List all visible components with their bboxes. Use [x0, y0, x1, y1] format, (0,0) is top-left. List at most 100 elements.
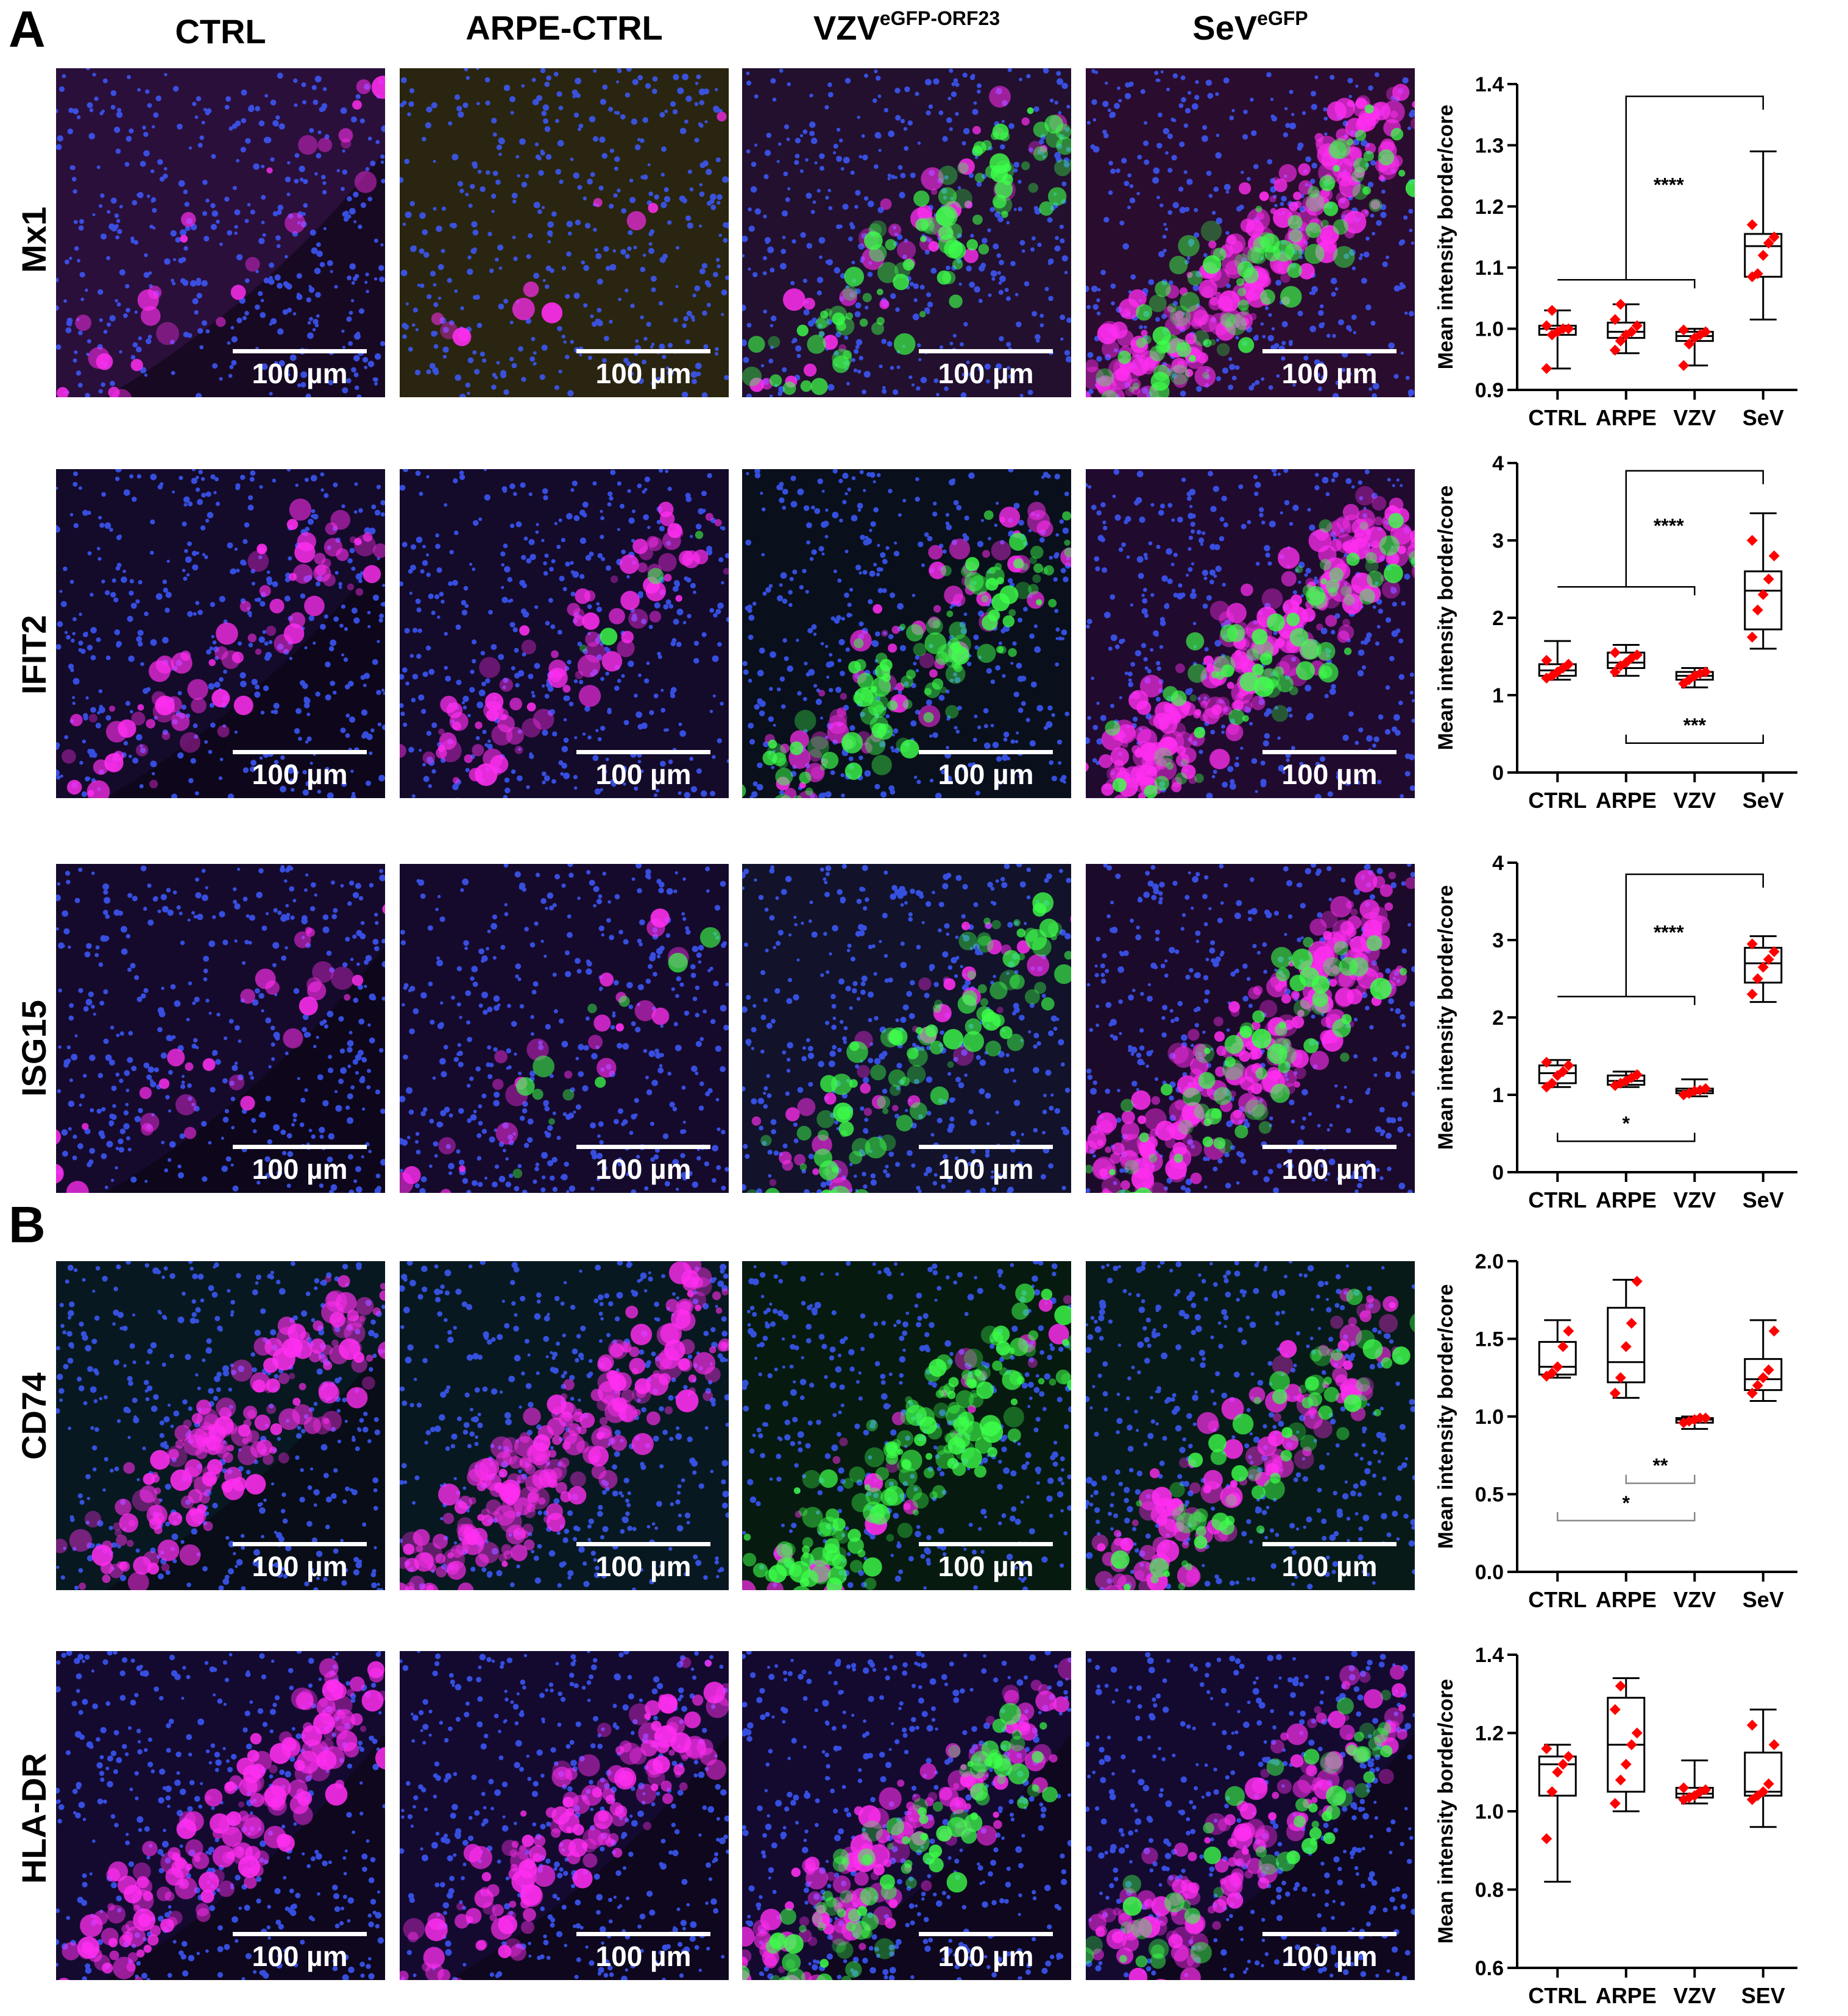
bracket-line [1557, 996, 1696, 1005]
scale-bar-line [576, 349, 710, 353]
significance-label: **** [1654, 921, 1684, 943]
data-point [1763, 1364, 1774, 1376]
x-tick-label: SeV [1743, 788, 1784, 813]
data-point [1683, 674, 1695, 685]
data-point [1768, 232, 1780, 242]
x-tick-label: VZV [1673, 1587, 1716, 1612]
scale-bar: 100 µm [1262, 1932, 1397, 1970]
y-tick-label: 0.5 [1475, 1484, 1504, 1507]
box-arpe [1607, 299, 1646, 356]
x-tick-label: ARPE [1596, 405, 1657, 426]
scale-bar: 100 µm [233, 1542, 367, 1580]
scale-bar-line [1262, 1145, 1397, 1149]
data-point [1683, 338, 1695, 350]
data-point [1683, 1792, 1695, 1803]
data-point [1700, 1083, 1712, 1094]
micrograph-cd74-ctrl: 100 µm [56, 1261, 385, 1590]
scale-bar-label: 100 µm [938, 1551, 1034, 1582]
scale-bar: 100 µm [919, 1145, 1053, 1183]
scale-bar: 100 µm [233, 750, 367, 788]
y-axis-label: Mean intensity border/core [1434, 1679, 1457, 1944]
data-point [1563, 1059, 1574, 1071]
row-label-cd74: CD74 [15, 1372, 53, 1460]
data-point [1615, 299, 1626, 310]
scale-bar: 100 µm [919, 750, 1053, 788]
box-vzv [1675, 1759, 1714, 1805]
scale-bar: 100 µm [576, 349, 710, 387]
micrograph-isg15-vzv: 100 µm [742, 864, 1071, 1193]
boxplot-svg: Mean intensity border/core 0.0 0.5 1.0 1.5 2.… [1434, 1250, 1797, 1612]
y-tick-label: 1.3 [1475, 134, 1504, 157]
scale-bar-line [919, 349, 1053, 353]
box-vzv [1675, 1412, 1714, 1430]
significance-label: ** [1653, 1455, 1668, 1477]
micrograph-cd74-arpe: 100 µm [400, 1261, 729, 1590]
data-point [1678, 359, 1690, 371]
box-arpe [1607, 1276, 1646, 1399]
scale-bar-line [576, 1145, 710, 1149]
data-point [1552, 1361, 1563, 1373]
scale-bar-line [233, 1932, 367, 1936]
data-point [1541, 1833, 1552, 1844]
data-point [1763, 953, 1774, 965]
significance-label: *** [1683, 715, 1707, 737]
significance-bracket: ** [1625, 1455, 1696, 1484]
data-point [1752, 973, 1763, 985]
data-point [1678, 1782, 1690, 1794]
data-point [1615, 1774, 1626, 1786]
x-tick-label: VZV [1673, 1187, 1716, 1212]
scale-bar: 100 µm [576, 1145, 710, 1183]
micrograph-cd74-vzv: 100 µm [742, 1261, 1071, 1590]
micrograph-ifit2-sev: 100 µm [1086, 469, 1415, 798]
y-tick-label: 2.0 [1475, 1250, 1504, 1273]
data-point [1626, 326, 1637, 338]
data-point [1626, 1318, 1637, 1329]
data-point [1546, 1077, 1558, 1089]
boxplot-svg: Mean intensity border/core 0.9 1.0 1.1 1.2 1.… [1434, 73, 1797, 430]
data-point [1763, 1778, 1774, 1790]
scale-bar-label: 100 µm [595, 1940, 692, 1972]
box-ctrl [1538, 1056, 1577, 1093]
y-tick-label: 0 [1492, 762, 1504, 785]
scale-bar-line [1262, 349, 1397, 353]
y-tick-label: 2 [1492, 1006, 1504, 1030]
data-point [1700, 1412, 1712, 1424]
boxplot-hla-dr: Mean intensity border/core 0.6 0.8 1.0 1.2 1.… [1432, 1644, 1822, 2011]
column-header-vzv-superscript: eGFP-ORF23 [879, 7, 1000, 29]
y-tick-label: 0.8 [1475, 1879, 1504, 1902]
data-point [1757, 589, 1769, 600]
bracket-line [1625, 734, 1764, 744]
data-point [1746, 938, 1758, 950]
data-point [1768, 946, 1780, 958]
scale-bar-label: 100 µm [1281, 1153, 1378, 1185]
significance-bracket: **** [1557, 873, 1764, 1005]
scale-bar-label: 100 µm [252, 1551, 348, 1582]
x-tick-label: VZV [1673, 788, 1716, 813]
micrograph-isg15-ctrl: 100 µm [56, 864, 385, 1193]
x-tick-label: SeV [1743, 1187, 1784, 1212]
x-tick-label: VZV [1673, 405, 1716, 426]
data-point [1563, 659, 1574, 670]
box-iqr [1744, 570, 1783, 631]
x-tick-label: SEV [1741, 1983, 1785, 2008]
scale-bar: 100 µm [233, 1145, 367, 1183]
significance-label: * [1623, 1112, 1630, 1134]
boxplot-ifit2: Mean intensity border/core 0 1 2 3 4 CTRL ARPE V… [1432, 452, 1822, 827]
y-tick-label: 0.9 [1475, 379, 1504, 402]
data-point [1557, 1758, 1569, 1770]
x-tick-label: ARPE [1596, 1187, 1657, 1212]
micrograph-hla-dr-ctrl: 100 µm [56, 1651, 385, 1980]
scale-bar-line [919, 1145, 1053, 1149]
x-tick-label: CTRL [1528, 1187, 1587, 1212]
y-tick-label: 1.5 [1475, 1328, 1504, 1351]
data-point [1563, 1325, 1574, 1337]
bracket-line [1625, 470, 1764, 587]
box-sev [1744, 935, 1783, 1003]
y-tick-label: 1.4 [1475, 73, 1504, 96]
bracket-line [1557, 585, 1696, 596]
y-tick-label: 0 [1492, 1161, 1504, 1184]
scale-bar-label: 100 µm [938, 358, 1034, 389]
data-point [1746, 988, 1758, 1000]
x-tick-label: CTRL [1528, 405, 1587, 426]
data-point [1541, 654, 1552, 666]
